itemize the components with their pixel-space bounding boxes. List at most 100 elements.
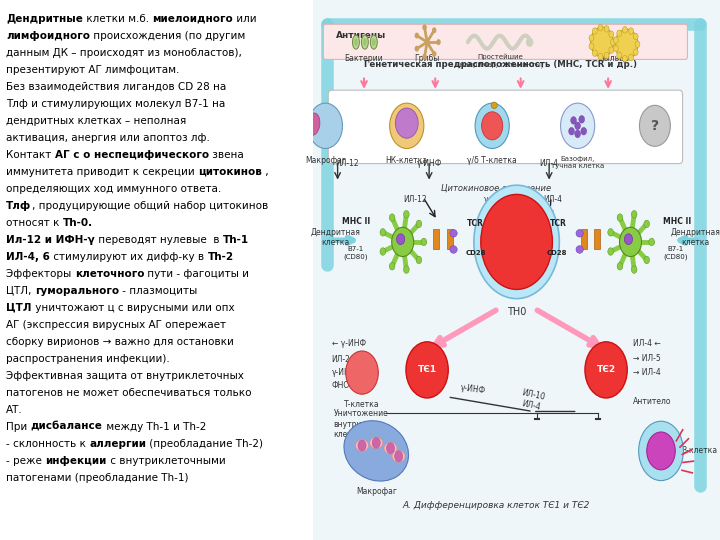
Text: АГ (экспрессия вирусных АГ опережает: АГ (экспрессия вирусных АГ опережает <box>6 320 226 330</box>
Circle shape <box>482 112 503 140</box>
Circle shape <box>390 214 395 221</box>
Text: ФНО-β: ФНО-β <box>331 381 357 390</box>
Text: ,: , <box>262 166 269 177</box>
Text: γ-ИНФ: γ-ИНФ <box>331 368 357 377</box>
Text: , продуцирующие общий набор цитокинов: , продуцирующие общий набор цитокинов <box>32 200 268 211</box>
Ellipse shape <box>363 38 366 46</box>
Circle shape <box>611 39 616 45</box>
Text: инфекции: инфекции <box>45 456 107 466</box>
Text: Цитокиновое окружение: Цитокиновое окружение <box>441 184 552 193</box>
Circle shape <box>406 342 449 398</box>
Bar <box>446 229 453 249</box>
Ellipse shape <box>370 437 383 449</box>
Text: распространения инфекции).: распространения инфекции). <box>6 354 170 364</box>
Circle shape <box>613 45 618 52</box>
Circle shape <box>432 51 436 57</box>
Text: ИЛ-4: ИЛ-4 <box>521 399 541 411</box>
Ellipse shape <box>491 102 498 109</box>
Circle shape <box>308 103 343 148</box>
Text: ИЛ-10: ИЛ-10 <box>521 389 546 402</box>
Circle shape <box>403 211 409 218</box>
Text: клеточного: клеточного <box>75 268 144 279</box>
Bar <box>594 229 600 249</box>
Text: ТЄ2: ТЄ2 <box>597 366 616 374</box>
Circle shape <box>604 52 609 59</box>
Text: Без взаимодействия лигандов CD 28 на: Без взаимодействия лигандов CD 28 на <box>6 82 227 92</box>
Ellipse shape <box>307 113 320 136</box>
Text: патогенов не может обеспечиваться только: патогенов не может обеспечиваться только <box>6 388 252 398</box>
Circle shape <box>649 238 654 246</box>
Text: Базофил,
тучная клетка: Базофил, тучная клетка <box>551 156 604 168</box>
Circle shape <box>481 194 552 289</box>
Text: с внутриклеточными: с внутриклеточными <box>107 456 225 466</box>
Text: Дендритные: Дендритные <box>6 14 83 24</box>
Text: переводят нулевые  в: переводят нулевые в <box>95 234 222 245</box>
Circle shape <box>395 451 402 462</box>
Circle shape <box>593 28 598 35</box>
Ellipse shape <box>353 35 359 49</box>
Text: - реже: - реже <box>6 456 45 466</box>
Ellipse shape <box>356 440 369 451</box>
Text: аллергии: аллергии <box>89 438 146 449</box>
Text: CD28: CD28 <box>466 250 486 256</box>
Text: ИЛ-4 ←: ИЛ-4 ← <box>633 339 660 348</box>
Text: между Th-1 и Th-2: между Th-1 и Th-2 <box>103 422 206 432</box>
Bar <box>581 229 587 249</box>
Text: иммунитета приводит к секреции: иммунитета приводит к секреции <box>6 166 198 177</box>
Text: В7-1
(CD80): В7-1 (CD80) <box>343 246 368 260</box>
Text: ТЄ1: ТЄ1 <box>418 366 436 374</box>
Circle shape <box>615 29 638 59</box>
Text: γ ИНФ: γ ИНФ <box>484 195 509 205</box>
Text: Контакт: Контакт <box>6 150 55 160</box>
Circle shape <box>622 26 627 33</box>
Circle shape <box>569 127 575 135</box>
Circle shape <box>397 234 405 245</box>
Text: → ИЛ-5: → ИЛ-5 <box>633 354 660 363</box>
Ellipse shape <box>392 450 405 462</box>
Circle shape <box>609 47 613 53</box>
Text: ТΗ0: ТΗ0 <box>507 307 526 317</box>
Circle shape <box>415 46 419 52</box>
Text: При: При <box>6 422 31 432</box>
Text: сборку вирионов → важно для остановки: сборку вирионов → важно для остановки <box>6 336 234 347</box>
Circle shape <box>598 53 603 60</box>
Circle shape <box>635 41 640 48</box>
Text: относят к: относят к <box>6 218 63 228</box>
Text: Тлф: Тлф <box>6 200 32 211</box>
Circle shape <box>390 103 424 148</box>
Text: А. Дифференцировка клеток ТЄ1 и ТЄ2: А. Дифференцировка клеток ТЄ1 и ТЄ2 <box>402 501 590 510</box>
Circle shape <box>593 50 598 56</box>
Text: презентируют АГ лимфоцитам.: презентируют АГ лимфоцитам. <box>6 64 179 75</box>
Circle shape <box>617 52 621 58</box>
Circle shape <box>617 214 623 221</box>
Ellipse shape <box>450 230 457 237</box>
Text: стимулируют их дифф-ку в: стимулируют их дифф-ку в <box>50 252 207 262</box>
Circle shape <box>575 130 580 138</box>
Text: В-клетка: В-клетка <box>681 447 717 455</box>
Circle shape <box>423 24 427 30</box>
FancyBboxPatch shape <box>323 24 688 59</box>
Text: ИЛ-12: ИЛ-12 <box>403 195 427 205</box>
Circle shape <box>589 43 594 50</box>
Text: Эффекторы: Эффекторы <box>6 268 75 279</box>
Text: Эффективная защита от внутриклеточных: Эффективная защита от внутриклеточных <box>6 370 244 381</box>
Text: ЦТЛ,: ЦТЛ, <box>6 286 35 296</box>
Text: или: или <box>233 14 257 24</box>
Circle shape <box>416 256 422 264</box>
Circle shape <box>579 116 585 123</box>
Text: CD28: CD28 <box>547 250 567 256</box>
Text: Макрофаг: Макрофаг <box>356 487 397 496</box>
Circle shape <box>639 421 683 481</box>
Text: ИЛ-4: ИЛ-4 <box>540 159 559 168</box>
Circle shape <box>380 248 386 255</box>
Text: - плазмоциты: - плазмоциты <box>119 286 197 296</box>
Text: лимфоидного: лимфоидного <box>6 30 90 40</box>
Circle shape <box>622 56 627 62</box>
Circle shape <box>395 108 418 138</box>
Text: активация, анергия или апоптоз лф.: активация, анергия или апоптоз лф. <box>6 132 210 143</box>
Text: МНС II: МНС II <box>663 217 691 226</box>
Bar <box>433 229 439 249</box>
Circle shape <box>619 227 642 256</box>
Circle shape <box>575 122 580 130</box>
Circle shape <box>387 443 395 454</box>
